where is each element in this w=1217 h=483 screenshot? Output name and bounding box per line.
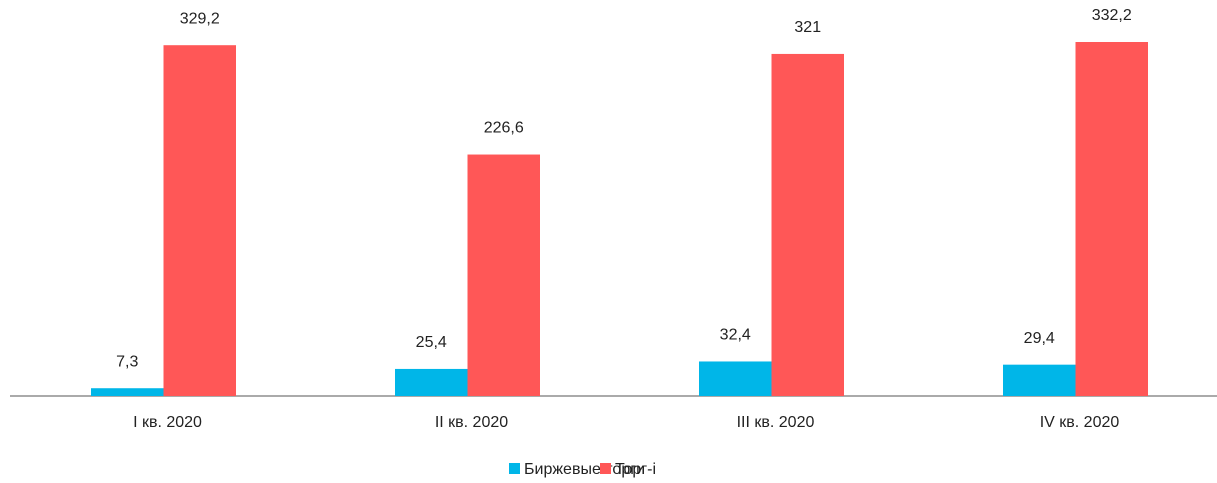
bar (91, 388, 164, 396)
bar (1003, 364, 1076, 396)
legend-label: Биржевые торги (524, 461, 645, 478)
x-tick-label: III кв. 2020 (737, 414, 815, 431)
value-label: 32,4 (720, 327, 751, 344)
bar (467, 154, 540, 396)
value-label: 332,2 (1092, 7, 1132, 24)
bar (699, 361, 772, 396)
value-label: 329,2 (180, 10, 220, 27)
bar (163, 45, 236, 396)
value-label: 321 (794, 19, 821, 36)
value-label: 29,4 (1024, 330, 1055, 347)
x-tick-label: II кв. 2020 (435, 414, 508, 431)
bar (1075, 42, 1148, 396)
value-label: 7,3 (116, 353, 138, 370)
x-tick-label: IV кв. 2020 (1040, 414, 1120, 431)
value-label: 25,4 (416, 334, 447, 351)
bar (771, 53, 844, 397)
bar (395, 368, 468, 396)
legend-swatch (600, 463, 611, 474)
legend-swatch (509, 463, 520, 474)
value-label: 226,6 (484, 120, 524, 137)
x-tick-label: I кв. 2020 (133, 414, 202, 431)
legend-label: Торг-i (615, 461, 656, 478)
